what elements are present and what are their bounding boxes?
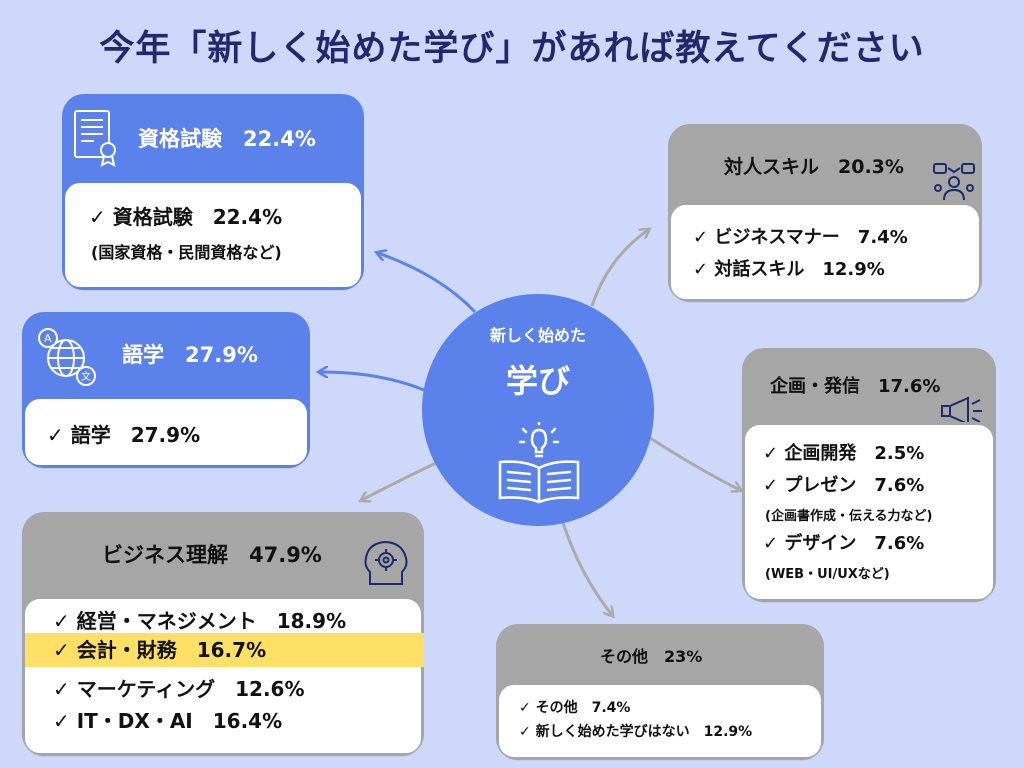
card-taijin-item: ✓ 対話スキル 12.9% [693,259,885,280]
card-sonota-header: その他 23% [600,647,703,666]
brain-gear-icon [362,538,412,598]
card-gogaku: 語学 27.9% A 文 ✓ 語学 27.9% [22,312,310,468]
svg-text:A: A [44,332,52,345]
card-kikaku-item: ✓ プレゼン 7.6% [763,475,925,496]
card-gogaku-header: 語学 27.9% [122,343,258,367]
arrow-to-kikaku [649,436,740,490]
page-title: 今年「新しく始めた学び」があれば教えてください [99,29,925,69]
open-book-lightbulb-icon [494,420,584,510]
card-business-item: ✓ マーケティング 12.6% [53,677,305,701]
card-shikaku: 資格試験 22.4% ✓ 資格試験 22.4% (国家資格・民間資格など) [62,94,364,290]
people-handshake-icon [932,160,976,208]
certificate-icon [72,108,122,172]
card-sonota-item: ✓ その他 7.4% [519,700,631,716]
card-shikaku-note: (国家資格・民間資格など) [91,243,282,262]
card-shikaku-item: ✓ 資格試験 22.4% [89,205,283,229]
translate-globe-icon: A 文 [34,326,98,392]
card-sonota: その他 23% ✓ その他 7.4% ✓ 新しく始めた学びはない 12.9% [496,624,824,760]
card-business: ビジネス理解 47.9% ✓ 経営・マネジメント 18.9% ✓ 会計・財務 1… [22,512,424,756]
arrow-to-taijin [590,230,648,307]
card-kikaku-note: (WEB・UI/UXなど) [765,567,890,582]
card-business-item: ✓ IT・DX・AI 16.4% [53,709,283,733]
card-shikaku-header: 資格試験 22.4% [138,127,316,151]
card-kikaku-item: ✓ 企画開発 2.5% [763,443,925,464]
center-circle: 新しく始めた 学び [422,294,654,526]
center-line2: 学び [505,362,570,400]
card-kikaku-note: (企画書作成・伝える力など) [765,509,933,524]
card-business-header: ビジネス理解 47.9% [102,543,322,567]
card-gogaku-item: ✓ 語学 27.9% [47,423,201,447]
card-sonota-item: ✓ 新しく始めた学びはない 12.9% [519,724,753,740]
card-kikaku-item: ✓ デザイン 7.6% [763,533,925,554]
card-taijin-header: 対人スキル 20.3% [724,155,904,178]
card-kikaku: 企画・発信 17.6% ✓ 企画開発 2.5% ✓ プレゼン 7.6% (企画書… [742,348,996,602]
arrow-to-sonota [560,519,612,615]
card-taijin-item: ✓ ビジネスマナー 7.4% [693,227,908,248]
arrow-to-shikaku [378,253,477,314]
center-line1: 新しく始めた [489,326,586,345]
card-kikaku-header: 企画・発信 17.6% [770,376,941,397]
arrow-to-gogaku [320,372,425,392]
card-business-item: ✓ 経営・マネジメント 18.9% [53,609,347,633]
card-taijin: 対人スキル 20.3% ✓ ビジネスマナー 7.4% ✓ 対話スキル 12.9% [668,124,982,302]
svg-text:文: 文 [81,370,91,383]
card-business-item-highlighted: ✓ 会計・財務 16.7% [25,633,424,667]
megaphone-icon [940,394,986,432]
arrow-to-business [362,460,439,500]
